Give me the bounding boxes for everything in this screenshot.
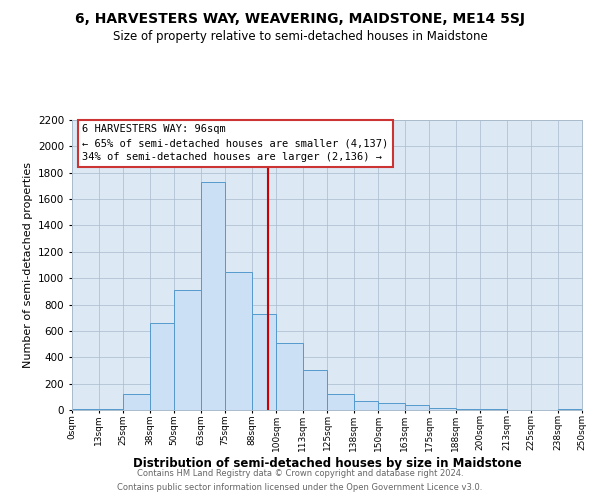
Bar: [404, 404, 429, 410]
Bar: [429, 408, 455, 410]
Text: 6, HARVESTERS WAY, WEAVERING, MAIDSTONE, ME14 5SJ: 6, HARVESTERS WAY, WEAVERING, MAIDSTONE,…: [75, 12, 525, 26]
Y-axis label: Number of semi-detached properties: Number of semi-detached properties: [23, 162, 32, 368]
Bar: [276, 343, 302, 410]
Bar: [251, 314, 276, 410]
Text: 6 HARVESTERS WAY: 96sqm
← 65% of semi-detached houses are smaller (4,137)
34% of: 6 HARVESTERS WAY: 96sqm ← 65% of semi-de…: [82, 124, 388, 162]
Bar: [174, 290, 200, 410]
X-axis label: Distribution of semi-detached houses by size in Maidstone: Distribution of semi-detached houses by …: [133, 458, 521, 470]
Bar: [200, 182, 225, 410]
Text: Contains public sector information licensed under the Open Government Licence v3: Contains public sector information licen…: [118, 484, 482, 492]
Bar: [123, 394, 149, 410]
Bar: [225, 272, 251, 410]
Bar: [327, 394, 353, 410]
Text: Size of property relative to semi-detached houses in Maidstone: Size of property relative to semi-detach…: [113, 30, 487, 43]
Text: Contains HM Land Registry data © Crown copyright and database right 2024.: Contains HM Land Registry data © Crown c…: [137, 468, 463, 477]
Bar: [353, 401, 378, 410]
Bar: [378, 404, 404, 410]
Bar: [149, 323, 174, 410]
Bar: [302, 370, 327, 410]
Bar: [98, 408, 123, 410]
